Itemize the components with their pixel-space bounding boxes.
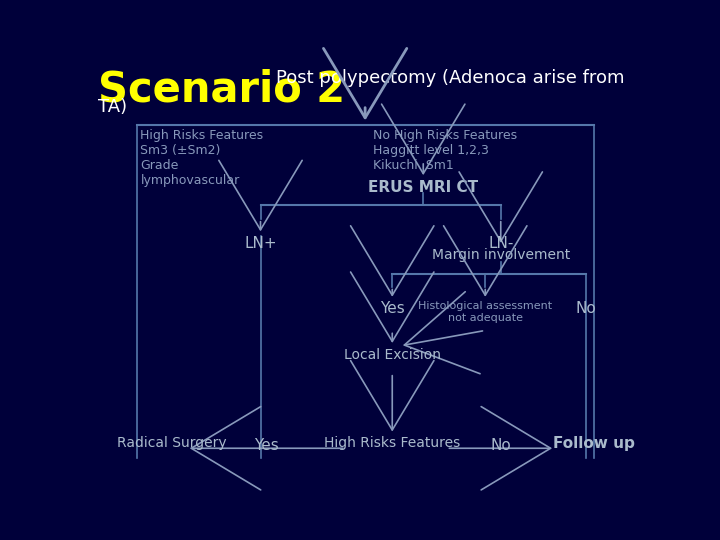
Text: LN-: LN-: [488, 236, 513, 251]
Text: LN+: LN+: [244, 236, 276, 251]
Text: Scenario 2: Scenario 2: [98, 69, 345, 111]
Text: Margin involvement: Margin involvement: [431, 248, 570, 262]
Text: High Risks Features: High Risks Features: [324, 436, 460, 450]
Text: No High Risks Features
Haggitt level 1,2,3
Kikuchi  Sm1: No High Risks Features Haggitt level 1,2…: [373, 130, 517, 172]
Text: ERUS MRI CT: ERUS MRI CT: [368, 180, 478, 195]
Text: Yes: Yes: [380, 301, 405, 316]
Text: TA): TA): [98, 98, 127, 116]
Text: No: No: [490, 438, 511, 453]
Text: Radical Surgery: Radical Surgery: [117, 436, 226, 450]
Text: Local Excision: Local Excision: [343, 348, 441, 362]
Text: Yes: Yes: [254, 438, 279, 453]
Text: Post polypectomy (Adenoca arise from: Post polypectomy (Adenoca arise from: [276, 69, 624, 86]
Text: Follow up: Follow up: [553, 436, 635, 451]
Text: High Risks Features
Sm3 (±Sm2)
Grade
lymphovascular: High Risks Features Sm3 (±Sm2) Grade lym…: [140, 130, 264, 187]
Text: Histological assessment
not adequate: Histological assessment not adequate: [418, 301, 552, 323]
Text: No: No: [575, 301, 596, 316]
